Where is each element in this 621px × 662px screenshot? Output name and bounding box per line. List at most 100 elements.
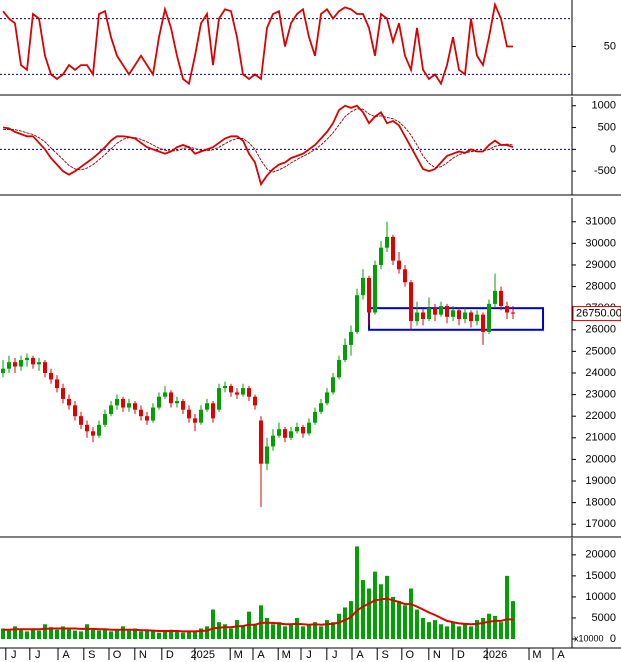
volume-bar <box>445 626 450 639</box>
candle-body <box>121 398 126 408</box>
volume-bar <box>139 631 144 639</box>
volume-bar <box>19 629 24 639</box>
volume-bar <box>241 626 246 639</box>
volume-bar <box>199 628 204 639</box>
volume-bar <box>505 575 510 639</box>
candle-body <box>439 306 444 315</box>
volume-bar <box>439 624 444 639</box>
volume-bar <box>115 629 120 639</box>
volume-bar <box>349 601 354 639</box>
volume-bar <box>133 628 138 639</box>
candle-body <box>97 424 102 436</box>
y-tick-label: 22000 <box>585 410 616 422</box>
candle-body <box>457 310 462 319</box>
candle-body <box>85 424 90 432</box>
candle-body <box>301 426 306 434</box>
y-tick-label: 50 <box>604 40 616 52</box>
volume-bar <box>379 584 384 639</box>
x-tick-label: M <box>532 649 541 661</box>
y-tick-label: -500 <box>594 165 616 177</box>
candle-body <box>187 409 192 419</box>
candle-body <box>31 357 36 365</box>
candle-body <box>493 290 498 304</box>
y-tick-label: 10000 <box>585 591 616 603</box>
volume-bar <box>343 607 348 639</box>
volume-bar <box>301 626 306 639</box>
volume-bar <box>127 630 132 639</box>
y-tick-label: 500 <box>598 121 616 133</box>
y-tick-label: 5000 <box>592 612 616 624</box>
x-tick-label: N <box>139 649 147 661</box>
last-price-tag <box>572 306 621 322</box>
x-tick-label: N <box>433 649 441 661</box>
candle-body <box>133 403 138 410</box>
series-line <box>2 108 514 173</box>
volume-bar <box>169 629 174 639</box>
volume-bar <box>205 626 210 639</box>
candle-body <box>271 435 276 447</box>
volume-bar <box>73 630 78 639</box>
candle-body <box>403 269 408 283</box>
volume-bar <box>469 626 474 639</box>
volume-bar <box>61 626 66 639</box>
candle-body <box>7 362 12 369</box>
y-tick-label: 31000 <box>585 216 616 228</box>
y-tick-label: 0 <box>610 143 616 155</box>
candle-body <box>37 362 42 365</box>
candle-body <box>481 314 486 332</box>
candle-body <box>289 431 294 438</box>
candle-body <box>235 392 240 395</box>
candle-body <box>217 388 222 410</box>
x-tick-label: J <box>306 649 312 661</box>
candle-body <box>499 290 504 307</box>
candle-body <box>295 426 300 432</box>
volume-bar <box>7 630 12 639</box>
volume-bar <box>13 626 18 639</box>
volume-bar <box>361 580 366 639</box>
candle-body <box>67 398 72 406</box>
series-line <box>2 104 514 187</box>
candle-body <box>199 409 204 423</box>
y-unit-label: x10000 <box>574 633 604 643</box>
volume-bar <box>157 632 162 639</box>
candle-body <box>427 308 432 319</box>
candle-body <box>475 314 480 322</box>
x-tick-label: M <box>234 649 243 661</box>
volume-bar <box>457 626 462 639</box>
candle-body <box>313 411 318 423</box>
volume-bar <box>235 620 240 639</box>
volume-bar <box>421 617 426 639</box>
volume-bar <box>145 629 150 639</box>
candle-body <box>349 331 354 345</box>
candle-body <box>139 409 144 417</box>
x-tick-label: 2026 <box>483 649 507 661</box>
volume-bar <box>499 622 504 639</box>
x-tick-label: A <box>62 649 70 661</box>
x-tick-label: J <box>332 649 338 661</box>
candle-body <box>169 392 174 404</box>
x-tick-label: J <box>35 649 41 661</box>
candle-body <box>127 403 132 408</box>
volume-bar <box>319 626 324 639</box>
candle-body <box>469 312 474 322</box>
volume-bar <box>367 588 372 639</box>
candle-body <box>265 446 270 464</box>
candle-body <box>223 385 228 389</box>
volume-bar <box>121 626 126 639</box>
candle-body <box>343 344 348 361</box>
y-tick-label: 30000 <box>585 237 616 249</box>
candle-body <box>391 236 396 261</box>
y-tick-label: 0 <box>610 633 616 645</box>
candle-body <box>91 431 96 436</box>
volume-bar <box>427 622 432 639</box>
candle-body <box>451 310 456 317</box>
candle-body <box>43 362 48 373</box>
volume-bar <box>91 629 96 639</box>
volume-bar <box>43 624 48 639</box>
volume-bar <box>85 624 90 639</box>
candle-body <box>181 401 186 410</box>
candle-body <box>103 414 108 425</box>
volume-bar <box>283 626 288 639</box>
candle-body <box>319 403 324 412</box>
candle-body <box>487 303 492 332</box>
